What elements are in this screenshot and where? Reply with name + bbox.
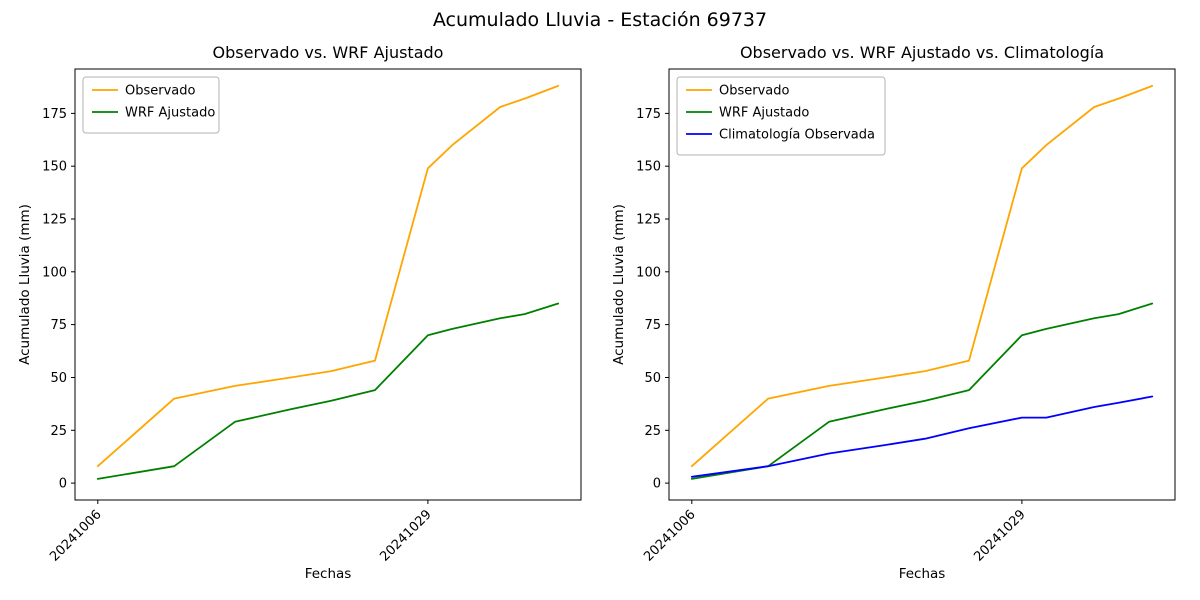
y-tick-label: 100 xyxy=(636,265,661,280)
x-axis-label: Fechas xyxy=(305,566,352,582)
x-tick-label: 20241029 xyxy=(971,507,1028,564)
y-tick-label: 50 xyxy=(644,371,661,386)
legend-frame xyxy=(82,76,220,134)
y-tick-label: 75 xyxy=(644,318,661,333)
figure-title: Acumulado Lluvia - Estación 69737 xyxy=(432,9,768,31)
y-tick-label: 125 xyxy=(42,213,67,228)
legend-label: Observado xyxy=(719,84,790,99)
series-line-2 xyxy=(690,395,1154,478)
y-tick-label: 25 xyxy=(644,424,661,439)
legend: Observado WRF Ajustado Climatología Observ… xyxy=(676,76,886,156)
chart-observado-vs-wrf-vs-climatologia: 0 25 50 75 100 125 150 175 20241006 20241029 Obser… xyxy=(607,38,1187,598)
charts-row: 0 25 50 75 100 125 150 175 20241006 20241029 Obser… xyxy=(13,38,1187,598)
x-tick-label: 20241029 xyxy=(377,507,434,564)
axes-frame xyxy=(74,68,582,501)
series-line-1 xyxy=(96,302,560,480)
y-tick-label: 175 xyxy=(636,107,661,122)
legend-label: Climatología Observada xyxy=(719,128,875,143)
y-tick-label: 150 xyxy=(42,160,67,175)
legend-label: WRF Ajustado xyxy=(719,106,809,121)
series-line-0 xyxy=(690,85,1154,468)
y-tick-label: 150 xyxy=(636,160,661,175)
y-tick-label: 0 xyxy=(59,477,67,492)
subplot-title: Observado vs. WRF Ajustado vs. Climatolo… xyxy=(740,43,1104,62)
y-tick-label: 75 xyxy=(50,318,67,333)
y-axis-label: Acumulado Lluvia (mm) xyxy=(611,204,627,365)
series-line-1 xyxy=(690,302,1154,480)
legend-frame xyxy=(676,76,886,156)
x-tick-label: 20241006 xyxy=(641,507,698,564)
series-line-0 xyxy=(96,85,560,468)
chart-svg: 0 25 50 75 100 125 150 175 20241006 20241029 Obser… xyxy=(17,43,582,582)
chart-observado-vs-wrf: 0 25 50 75 100 125 150 175 20241006 20241029 Obser… xyxy=(13,38,593,598)
legend-label: Observado xyxy=(125,84,196,99)
legend: Observado WRF Ajustado xyxy=(82,76,220,134)
chart-svg: 0 25 50 75 100 125 150 175 20241006 20241029 Obser… xyxy=(611,43,1176,582)
y-tick-label: 125 xyxy=(636,213,661,228)
y-tick-label: 0 xyxy=(653,477,661,492)
y-tick-label: 100 xyxy=(42,265,67,280)
x-axis-label: Fechas xyxy=(899,566,946,582)
y-tick-label: 50 xyxy=(50,371,67,386)
y-tick-label: 25 xyxy=(50,424,67,439)
x-tick-label: 20241006 xyxy=(47,507,104,564)
subplot-title: Observado vs. WRF Ajustado xyxy=(213,43,444,62)
y-axis-label: Acumulado Lluvia (mm) xyxy=(17,204,33,365)
y-tick-label: 175 xyxy=(42,107,67,122)
legend-label: WRF Ajustado xyxy=(125,106,215,121)
